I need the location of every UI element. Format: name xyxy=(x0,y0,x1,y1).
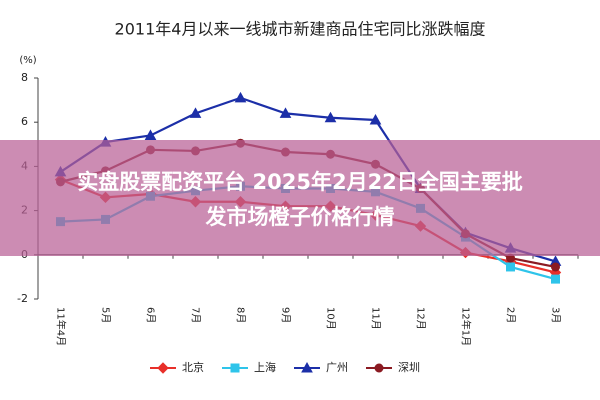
x-tick-label: 7月 xyxy=(190,307,202,323)
legend: 北京 上海 广州 深圳 xyxy=(150,360,420,374)
legend-label: 深圳 xyxy=(398,361,420,374)
x-tick-label: 2月 xyxy=(505,307,517,323)
x-tick-label: 12月 xyxy=(415,307,427,330)
banner-text: 发市场橙子价格行情 xyxy=(205,205,395,229)
legend-marker xyxy=(374,363,384,373)
point xyxy=(144,129,157,140)
legend-label: 北京 xyxy=(182,360,204,374)
banner-text: 实盘股票配资平台 2025年2月22日全国主要批 xyxy=(77,170,523,194)
point xyxy=(279,107,292,118)
chart-title: 2011年4月以来一线城市新建商品住宅同比涨跌幅度 xyxy=(115,20,486,39)
y-unit: (%) xyxy=(19,55,36,66)
point xyxy=(551,274,560,284)
legend-marker xyxy=(230,363,240,373)
y-tick-label: 6 xyxy=(21,115,28,128)
x-tick-label: 3月 xyxy=(550,307,562,323)
point xyxy=(234,91,247,103)
x-tick-label: 5月 xyxy=(100,307,112,323)
point xyxy=(551,262,560,272)
x-tick-label: 8月 xyxy=(235,307,247,323)
point xyxy=(189,107,202,118)
point xyxy=(369,113,382,125)
legend-label: 上海 xyxy=(254,360,276,374)
x-tick-label: 11年4月 xyxy=(55,307,68,346)
x-tick-label: 6月 xyxy=(145,307,157,323)
y-tick-label: 8 xyxy=(21,71,28,84)
x-tick-label: 10月 xyxy=(325,307,337,330)
legend-label: 广州 xyxy=(326,361,348,374)
legend-marker xyxy=(301,361,313,373)
legend-marker xyxy=(157,362,169,374)
x-tick-label: 9月 xyxy=(280,307,292,323)
point xyxy=(506,262,515,272)
x-tick-label: 12年1月 xyxy=(460,307,473,346)
point xyxy=(324,111,337,123)
y-tick-label: -2 xyxy=(17,292,28,305)
banner xyxy=(0,140,600,256)
x-tick-label: 11月 xyxy=(370,307,382,330)
